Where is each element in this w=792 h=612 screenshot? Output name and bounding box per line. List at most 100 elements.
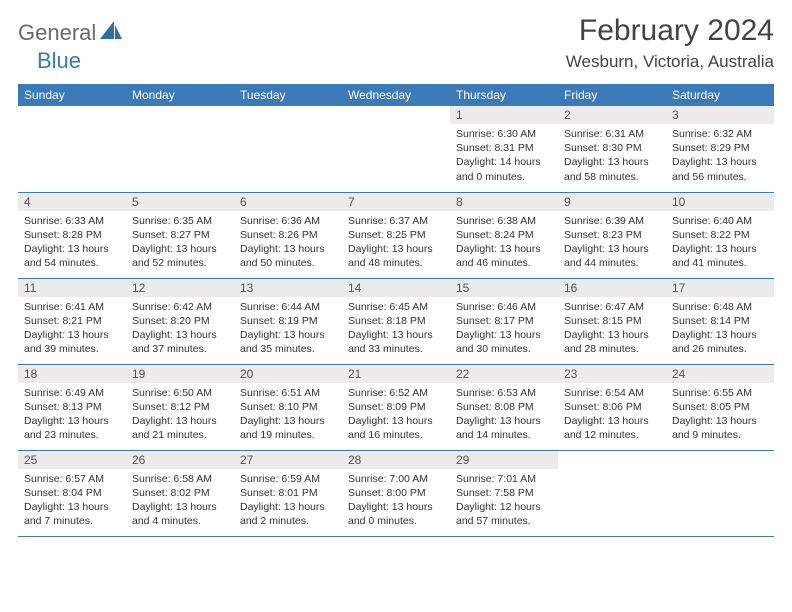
daylight-text: Daylight: 13 hours and 4 minutes. [132, 500, 228, 528]
calendar-cell [234, 106, 342, 192]
sunrise-text: Sunrise: 6:40 AM [672, 214, 768, 228]
calendar-cell: 13Sunrise: 6:44 AMSunset: 8:19 PMDayligh… [234, 278, 342, 364]
calendar-cell: 6Sunrise: 6:36 AMSunset: 8:26 PMDaylight… [234, 192, 342, 278]
day-number: 21 [342, 365, 450, 383]
calendar-cell [18, 106, 126, 192]
day-details: Sunrise: 6:59 AMSunset: 8:01 PMDaylight:… [234, 469, 342, 533]
day-details: Sunrise: 6:38 AMSunset: 8:24 PMDaylight:… [450, 211, 558, 275]
sunrise-text: Sunrise: 6:53 AM [456, 386, 552, 400]
header: General February 2024 Wesburn, Victoria,… [18, 14, 774, 72]
day-number: 3 [666, 106, 774, 124]
sunset-text: Sunset: 8:05 PM [672, 400, 768, 414]
daylight-text: Daylight: 13 hours and 7 minutes. [24, 500, 120, 528]
sunset-text: Sunset: 8:24 PM [456, 228, 552, 242]
calendar-cell: 23Sunrise: 6:54 AMSunset: 8:06 PMDayligh… [558, 364, 666, 450]
calendar-cell: 19Sunrise: 6:50 AMSunset: 8:12 PMDayligh… [126, 364, 234, 450]
sunset-text: Sunset: 8:19 PM [240, 314, 336, 328]
sunset-text: Sunset: 8:08 PM [456, 400, 552, 414]
day-number: 13 [234, 279, 342, 297]
day-number: 20 [234, 365, 342, 383]
daylight-text: Daylight: 12 hours and 57 minutes. [456, 500, 552, 528]
calendar-cell: 11Sunrise: 6:41 AMSunset: 8:21 PMDayligh… [18, 278, 126, 364]
sunset-text: Sunset: 8:15 PM [564, 314, 660, 328]
sunset-text: Sunset: 8:02 PM [132, 486, 228, 500]
calendar-cell: 7Sunrise: 6:37 AMSunset: 8:25 PMDaylight… [342, 192, 450, 278]
sunset-text: Sunset: 8:01 PM [240, 486, 336, 500]
sunrise-text: Sunrise: 6:50 AM [132, 386, 228, 400]
calendar-cell: 27Sunrise: 6:59 AMSunset: 8:01 PMDayligh… [234, 450, 342, 536]
day-details: Sunrise: 6:39 AMSunset: 8:23 PMDaylight:… [558, 211, 666, 275]
calendar-week-row: 25Sunrise: 6:57 AMSunset: 8:04 PMDayligh… [18, 450, 774, 536]
calendar-cell: 24Sunrise: 6:55 AMSunset: 8:05 PMDayligh… [666, 364, 774, 450]
sunrise-text: Sunrise: 6:48 AM [672, 300, 768, 314]
calendar-cell: 10Sunrise: 6:40 AMSunset: 8:22 PMDayligh… [666, 192, 774, 278]
weekday-header: Friday [558, 84, 666, 106]
daylight-text: Daylight: 13 hours and 39 minutes. [24, 328, 120, 356]
day-details: Sunrise: 6:45 AMSunset: 8:18 PMDaylight:… [342, 297, 450, 361]
day-number: 28 [342, 451, 450, 469]
calendar-cell [666, 450, 774, 536]
sunset-text: Sunset: 8:26 PM [240, 228, 336, 242]
sunset-text: Sunset: 8:13 PM [24, 400, 120, 414]
day-number: 25 [18, 451, 126, 469]
calendar-cell: 18Sunrise: 6:49 AMSunset: 8:13 PMDayligh… [18, 364, 126, 450]
daylight-text: Daylight: 13 hours and 16 minutes. [348, 414, 444, 442]
day-number: 15 [450, 279, 558, 297]
sunset-text: Sunset: 8:28 PM [24, 228, 120, 242]
day-details: Sunrise: 6:50 AMSunset: 8:12 PMDaylight:… [126, 383, 234, 447]
calendar-cell: 25Sunrise: 6:57 AMSunset: 8:04 PMDayligh… [18, 450, 126, 536]
daylight-text: Daylight: 13 hours and 48 minutes. [348, 242, 444, 270]
weekday-header: Thursday [450, 84, 558, 106]
day-number: 4 [18, 193, 126, 211]
day-number: 7 [342, 193, 450, 211]
daylight-text: Daylight: 13 hours and 23 minutes. [24, 414, 120, 442]
sunrise-text: Sunrise: 6:35 AM [132, 214, 228, 228]
weekday-header: Saturday [666, 84, 774, 106]
sunrise-text: Sunrise: 6:42 AM [132, 300, 228, 314]
sunrise-text: Sunrise: 6:45 AM [348, 300, 444, 314]
daylight-text: Daylight: 13 hours and 50 minutes. [240, 242, 336, 270]
sunrise-text: Sunrise: 6:58 AM [132, 472, 228, 486]
calendar-table: SundayMondayTuesdayWednesdayThursdayFrid… [18, 84, 774, 537]
day-number: 22 [450, 365, 558, 383]
sunrise-text: Sunrise: 6:32 AM [672, 127, 768, 141]
calendar-week-row: 1Sunrise: 6:30 AMSunset: 8:31 PMDaylight… [18, 106, 774, 192]
day-number: 19 [126, 365, 234, 383]
day-number: 16 [558, 279, 666, 297]
sunrise-text: Sunrise: 6:38 AM [456, 214, 552, 228]
day-details: Sunrise: 6:44 AMSunset: 8:19 PMDaylight:… [234, 297, 342, 361]
day-number: 11 [18, 279, 126, 297]
sunset-text: Sunset: 8:27 PM [132, 228, 228, 242]
daylight-text: Daylight: 13 hours and 9 minutes. [672, 414, 768, 442]
calendar-cell [126, 106, 234, 192]
sunset-text: Sunset: 8:30 PM [564, 141, 660, 155]
day-details: Sunrise: 6:53 AMSunset: 8:08 PMDaylight:… [450, 383, 558, 447]
day-number: 1 [450, 106, 558, 124]
day-number: 17 [666, 279, 774, 297]
day-details: Sunrise: 6:49 AMSunset: 8:13 PMDaylight:… [18, 383, 126, 447]
sunset-text: Sunset: 8:12 PM [132, 400, 228, 414]
sunrise-text: Sunrise: 6:36 AM [240, 214, 336, 228]
logo-sail-icon [100, 21, 122, 46]
sunrise-text: Sunrise: 6:51 AM [240, 386, 336, 400]
sunset-text: Sunset: 8:18 PM [348, 314, 444, 328]
day-number: 27 [234, 451, 342, 469]
day-details: Sunrise: 6:46 AMSunset: 8:17 PMDaylight:… [450, 297, 558, 361]
sunset-text: Sunset: 8:17 PM [456, 314, 552, 328]
daylight-text: Daylight: 13 hours and 44 minutes. [564, 242, 660, 270]
sunrise-text: Sunrise: 6:49 AM [24, 386, 120, 400]
calendar-cell: 29Sunrise: 7:01 AMSunset: 7:58 PMDayligh… [450, 450, 558, 536]
day-number: 10 [666, 193, 774, 211]
day-details: Sunrise: 6:55 AMSunset: 8:05 PMDaylight:… [666, 383, 774, 447]
daylight-text: Daylight: 13 hours and 2 minutes. [240, 500, 336, 528]
day-details: Sunrise: 6:51 AMSunset: 8:10 PMDaylight:… [234, 383, 342, 447]
calendar-cell: 26Sunrise: 6:58 AMSunset: 8:02 PMDayligh… [126, 450, 234, 536]
daylight-text: Daylight: 13 hours and 28 minutes. [564, 328, 660, 356]
daylight-text: Daylight: 13 hours and 56 minutes. [672, 155, 768, 183]
sunrise-text: Sunrise: 6:52 AM [348, 386, 444, 400]
daylight-text: Daylight: 13 hours and 35 minutes. [240, 328, 336, 356]
logo: General [18, 20, 124, 46]
sunset-text: Sunset: 8:31 PM [456, 141, 552, 155]
day-details: Sunrise: 7:00 AMSunset: 8:00 PMDaylight:… [342, 469, 450, 533]
daylight-text: Daylight: 13 hours and 37 minutes. [132, 328, 228, 356]
